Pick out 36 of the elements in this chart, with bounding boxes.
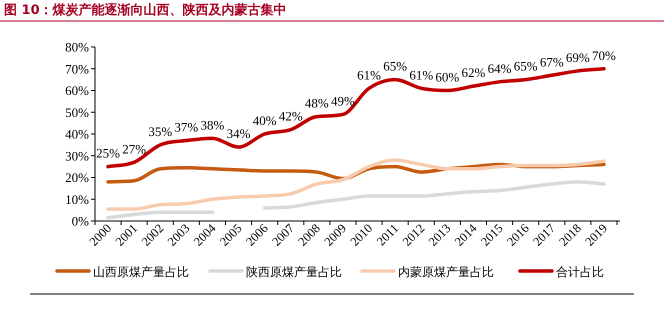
data-label: 48%	[304, 96, 329, 111]
legend-label: 山西原煤产量占比	[93, 265, 189, 279]
data-label: 38%	[200, 117, 225, 132]
data-label: 64%	[488, 60, 512, 76]
y-tick-label: 10%	[65, 192, 90, 207]
y-tick-label: 30%	[65, 148, 90, 164]
y-tick-label: 20%	[65, 170, 90, 185]
data-label: 69%	[566, 50, 590, 65]
legend-label: 陕西原煤产量占比	[246, 265, 342, 279]
data-label: 34%	[226, 126, 251, 142]
legend-label: 合计占比	[556, 265, 604, 279]
data-label: 27%	[122, 141, 146, 156]
y-tick-label: 60%	[65, 83, 90, 98]
data-label: 25%	[96, 146, 120, 161]
data-label: 67%	[540, 54, 564, 70]
data-label: 62%	[462, 65, 486, 80]
data-label: 61%	[357, 67, 382, 82]
data-label: 61%	[409, 67, 434, 82]
data-label: 42%	[278, 108, 303, 124]
chart-title: 图 10：煤炭产能逐渐向山西、陕西及内蒙古集中	[4, 2, 287, 18]
data-label: 40%	[252, 113, 277, 128]
data-label: 37%	[174, 120, 198, 135]
line-series	[106, 158, 606, 211]
data-label: 35%	[148, 124, 172, 139]
data-label: 49%	[331, 93, 356, 108]
y-tick-label: 80%	[65, 40, 90, 54]
data-label: 70%	[592, 48, 616, 63]
data-label: 65%	[514, 58, 538, 74]
y-tick-label: 0%	[72, 214, 90, 228]
y-tick-label: 50%	[65, 104, 90, 120]
data-label: 65%	[383, 58, 408, 74]
x-tick-label: 2011	[374, 221, 402, 248]
y-tick-label: 40%	[65, 126, 90, 142]
y-tick-label: 70%	[65, 61, 90, 76]
data-label: 60%	[435, 70, 460, 84]
legend-label: 内蒙原煤产量占比	[398, 265, 494, 279]
